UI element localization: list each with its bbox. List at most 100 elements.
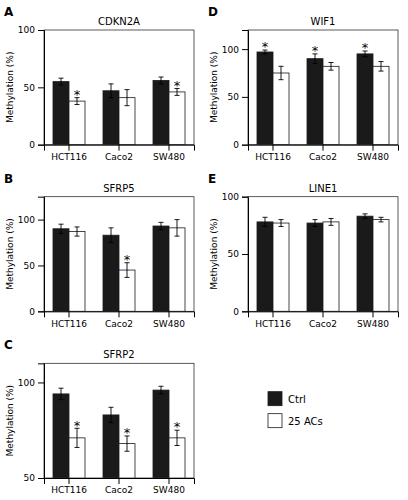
legend-label: Ctrl: [288, 394, 306, 405]
tick: 50: [24, 473, 44, 483]
plot-frame: [44, 30, 194, 145]
series: [273, 62, 389, 145]
tick-label: 100: [18, 25, 35, 35]
bar: [373, 66, 389, 144]
significance-marker: *: [312, 43, 319, 58]
tick-label: SW480: [153, 319, 185, 329]
bar: [169, 92, 185, 145]
series: [257, 50, 373, 145]
tick-mark: [119, 311, 120, 317]
tick-mark: [38, 478, 44, 479]
tick: Caco2: [105, 478, 133, 495]
bar: [257, 222, 273, 311]
tick-mark: [119, 478, 120, 484]
tick-label: 50: [24, 473, 36, 483]
panel-label: B: [4, 172, 13, 186]
tick: 100: [222, 192, 248, 202]
error-bar: [109, 228, 114, 243]
tick: 100: [222, 44, 248, 54]
significance-marker: *: [362, 40, 369, 55]
tick-label: 0: [233, 307, 239, 317]
error-bar: [109, 84, 114, 98]
axis-line: [249, 145, 399, 151]
bar: [257, 52, 273, 145]
axis-line: [38, 197, 45, 312]
tick-label: HCT116: [255, 152, 291, 162]
bar: [307, 223, 323, 311]
bar: [53, 229, 69, 312]
x-axis: HCT116 Caco2 SW480: [249, 311, 399, 328]
bar: [53, 394, 69, 478]
tick-mark: [169, 478, 170, 484]
panel-label: D: [208, 5, 218, 19]
error-bar: [159, 386, 164, 394]
bar: [153, 80, 169, 144]
plot-area: [53, 77, 185, 145]
tick: HCT116: [51, 145, 87, 162]
tick-mark: [38, 220, 44, 221]
x-axis: HCT116Caco2SW480: [45, 311, 195, 328]
plot-area: [257, 50, 389, 145]
bar: [69, 101, 85, 145]
error-bar: [263, 217, 268, 226]
title: SFRP5: [103, 183, 134, 194]
panel: 50100HCT116Caco2SW480***SFRP2CMethylatio…: [4, 338, 195, 500]
tick-label: HCT116: [51, 152, 87, 162]
tick: 100: [18, 25, 44, 35]
tick: 50: [228, 249, 248, 259]
bar: [69, 232, 85, 312]
error-bar: [363, 214, 368, 219]
tick-label: 50: [228, 249, 240, 259]
tick-mark: [373, 145, 374, 151]
tick-mark: [373, 311, 374, 317]
tick: HCT116: [255, 311, 291, 328]
tick: 50: [24, 83, 44, 93]
error-bar: [59, 224, 64, 233]
title: WIF1: [311, 16, 336, 27]
bar: [373, 220, 389, 312]
bar: [357, 216, 373, 311]
y-axis: 050100: [18, 25, 45, 150]
tick: SW480: [357, 311, 389, 328]
y-axis-title: Methylation (%): [5, 218, 15, 290]
tick-label: Caco2: [309, 152, 337, 162]
plot-area: [53, 386, 185, 478]
tick-mark: [38, 382, 44, 383]
series: [53, 386, 169, 478]
axis-line: [45, 145, 195, 151]
tick-mark: [323, 145, 324, 151]
tick-mark: [273, 311, 274, 317]
tick-mark: [69, 145, 70, 151]
tick: HCT116: [255, 145, 291, 162]
tick-mark: [242, 97, 248, 98]
tick: HCT116: [51, 478, 87, 495]
plot-frame: [248, 30, 398, 145]
axis-line: [242, 31, 249, 146]
y-axis-title: Methylation (%): [5, 52, 15, 124]
tick-mark: [169, 311, 170, 317]
tick: Caco2: [105, 145, 133, 162]
bar: [323, 66, 339, 144]
axis-line: [242, 197, 249, 312]
bar: [273, 223, 289, 311]
tick-mark: [38, 30, 44, 31]
error-bar: [75, 227, 80, 236]
tick: Caco2: [309, 311, 337, 328]
error-bar: [175, 220, 180, 237]
tick-mark: [242, 197, 248, 198]
series: [69, 220, 185, 312]
significance-marker: *: [174, 419, 181, 434]
plot-frame: [248, 197, 398, 312]
bar: [53, 82, 69, 145]
series: [273, 217, 389, 311]
error-bar: [109, 407, 114, 422]
significance-marker: *: [74, 87, 81, 102]
bar: [153, 390, 169, 478]
tick: 0: [29, 307, 44, 317]
bar: [103, 415, 119, 478]
tick-label: SW480: [153, 485, 185, 495]
tick-mark: [38, 145, 44, 146]
significance-marker: *: [124, 425, 131, 440]
tick-mark: [242, 311, 248, 312]
axis-line: [45, 479, 195, 485]
